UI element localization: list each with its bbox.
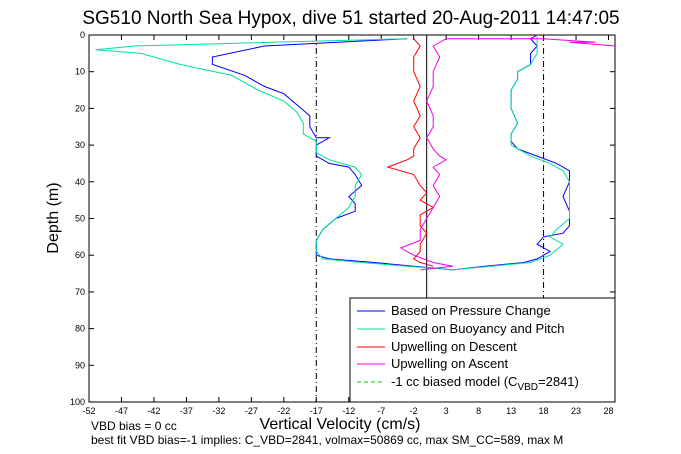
x-tick-label: 23 [571, 406, 581, 416]
y-tick-label: 0 [80, 30, 85, 40]
x-tick-label: 3 [444, 406, 449, 416]
x-tick-label: -7 [377, 406, 385, 416]
best-fit-note: best fit VBD bias=-1 implies: C_VBD=2841… [91, 433, 563, 447]
data-series [95, 34, 616, 271]
y-tick-label: 40 [75, 177, 85, 187]
y-tick-label: 80 [75, 324, 85, 334]
legend: Based on Pressure Change Based on Buoyan… [349, 297, 616, 403]
y-tick-label: 70 [75, 287, 85, 297]
legend-label-buoyancy: Based on Buoyancy and Pitch [391, 321, 564, 336]
y-tick-label: 30 [75, 140, 85, 150]
x-tick-label: -12 [342, 406, 355, 416]
x-tick-label: -52 [82, 406, 95, 416]
legend-label-ascent: Upwelling on Ascent [391, 356, 508, 371]
x-tick-label: -47 [115, 406, 128, 416]
legend-label-descent: Upwelling on Descent [391, 339, 517, 354]
x-axis-ticks: -52 -47 -42 -37 -32 -27 -22 -17 -12 -7 -2 3 8 13 18 23 2… [82, 35, 614, 416]
chart-title: SG510 North Sea Hypox, dive 51 started 2… [82, 8, 619, 29]
y-tick-label: 20 [75, 103, 85, 113]
x-tick-label: -17 [310, 406, 323, 416]
y-tick-label: 50 [75, 214, 85, 224]
y-tick-label: 60 [75, 250, 85, 260]
x-tick-label: 18 [539, 406, 549, 416]
x-tick-label: -42 [147, 406, 160, 416]
x-axis-label: Vertical Velocity (cm/s) [260, 416, 421, 433]
y-axis-ticks: 0 10 20 30 40 50 60 70 80 90 100 [70, 30, 615, 407]
series-upwelling-descent [386, 38, 435, 267]
y-tick-label: 100 [70, 397, 85, 407]
x-tick-label: 8 [476, 406, 481, 416]
x-tick-label: -32 [212, 406, 225, 416]
legend-box [349, 297, 616, 403]
y-tick-label: 90 [75, 360, 85, 370]
y-tick-label: 10 [75, 67, 85, 77]
x-tick-label: -37 [180, 406, 193, 416]
x-tick-label: -27 [245, 406, 258, 416]
series-upwelling-ascent [399, 38, 616, 271]
x-tick-label: -2 [410, 406, 418, 416]
series-buoyancy-pitch [95, 35, 570, 271]
legend-label-model: -1 cc biased model (CVBD=2841) [391, 374, 579, 393]
x-tick-label: -22 [277, 406, 290, 416]
vbd-bias-note: VBD bias = 0 cc [91, 419, 177, 433]
legend-label-pressure: Based on Pressure Change [391, 303, 551, 318]
y-axis-label: Depth (m) [45, 182, 62, 253]
x-tick-label: 28 [603, 406, 613, 416]
x-tick-label: 13 [506, 406, 516, 416]
